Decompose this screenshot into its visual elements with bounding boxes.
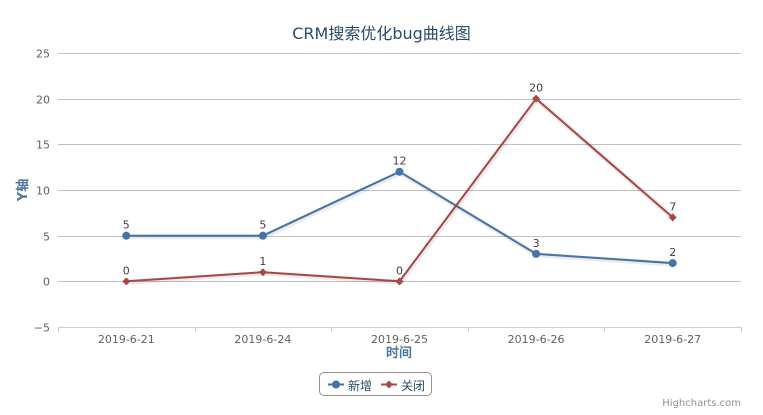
data-point[interactable]: [395, 167, 404, 176]
y-tick-label: 20: [36, 94, 50, 107]
x-tick-label: 2019-6-27: [644, 333, 701, 346]
data-point[interactable]: [122, 231, 131, 240]
y-tick-label: 15: [36, 139, 50, 152]
legend: 新增 关闭: [319, 372, 432, 396]
data-label: 20: [529, 82, 543, 95]
data-label: 2: [669, 246, 676, 259]
data-label: 5: [123, 219, 130, 232]
legend-item-guanbi[interactable]: 关闭: [401, 379, 426, 393]
data-point[interactable]: [258, 231, 267, 240]
x-tick-label: 2019-6-26: [508, 333, 565, 346]
credits-link[interactable]: Highcharts.com: [662, 398, 741, 409]
data-point[interactable]: [395, 277, 404, 286]
legend-item-xinzeng[interactable]: 新增: [348, 379, 373, 393]
data-point[interactable]: [532, 249, 541, 258]
data-label: 5: [259, 219, 266, 232]
legend-symbols: [328, 380, 397, 389]
data-label: 12: [393, 155, 407, 168]
y-axis-title: Y轴: [15, 179, 31, 202]
series-line-0: [126, 170, 673, 265]
data-label: 0: [396, 264, 403, 277]
x-tick-label: 2019-6-25: [371, 333, 428, 346]
data-point[interactable]: [532, 94, 541, 103]
data-point[interactable]: [668, 259, 677, 268]
chart-title: CRM搜索优化bug曲线图: [292, 24, 471, 43]
x-tick-label: 2019-6-24: [234, 333, 291, 346]
y-tick-label: 5: [43, 231, 50, 244]
data-label: 3: [533, 237, 540, 250]
data-point[interactable]: [668, 213, 677, 222]
data-point[interactable]: [122, 277, 131, 286]
x-tick-label: 2019-6-21: [98, 333, 155, 346]
series-shadow: [127, 169, 674, 267]
series-lines: [122, 94, 677, 286]
y-tick-label: 0: [43, 276, 50, 289]
data-point[interactable]: [258, 268, 267, 277]
y-tick-label: 25: [36, 48, 50, 61]
legend-marker-guanbi: [385, 380, 393, 389]
legend-marker-xinzeng: [332, 380, 340, 389]
data-label: 7: [669, 200, 676, 213]
data-label: 1: [259, 255, 266, 268]
y-tick-label: −5: [34, 322, 50, 335]
data-label: 0: [123, 264, 130, 277]
y-tick-label: 10: [36, 185, 50, 198]
x-axis-title: 时间: [386, 345, 412, 361]
